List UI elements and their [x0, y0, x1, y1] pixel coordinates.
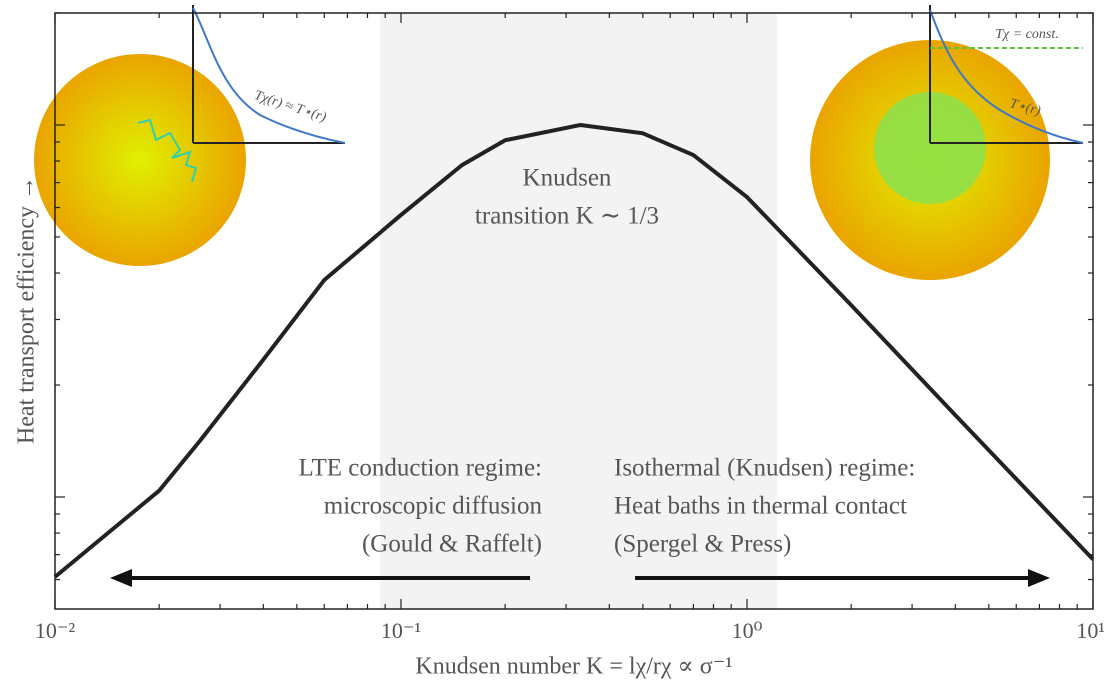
plot-frame: [54, 12, 1094, 610]
inset-label: Tχ(r) ≈ T⋆(r): [252, 88, 328, 125]
annotation: Heat baths in thermal contact: [614, 493, 907, 520]
annotation: (Gould & Raffelt): [362, 531, 542, 558]
knudsen-band: [380, 13, 777, 609]
inset-left: Tχ(r) ≈ T⋆(r): [34, 5, 346, 266]
annotation: LTE conduction regime:: [299, 455, 542, 482]
curve: [53, 122, 1095, 579]
annotation: Knudsen: [523, 165, 612, 192]
annotation: microscopic diffusion: [324, 493, 543, 520]
x-axis-label: Knudsen number K = lχ/rχ ∝ σ⁻¹: [415, 654, 732, 680]
arrows: [110, 569, 1050, 587]
y-axis-label: Heat transport efficiency →: [14, 176, 40, 444]
annotation: (Spergel & Press): [614, 531, 791, 558]
x-tick-label: 10⁻²: [35, 618, 76, 643]
inset-label: Tχ = const.: [995, 27, 1058, 42]
x-tick-label: 10⁻¹: [381, 618, 421, 643]
inset-right: Tχ = const. T⋆(r): [810, 5, 1084, 280]
annotation: Isothermal (Knudsen) regime:: [614, 455, 915, 482]
annotation: transition K ∼ 1/3: [475, 203, 659, 230]
x-tick-label: 10⁰: [732, 618, 763, 643]
x-tick-label: 10¹: [1076, 618, 1105, 643]
